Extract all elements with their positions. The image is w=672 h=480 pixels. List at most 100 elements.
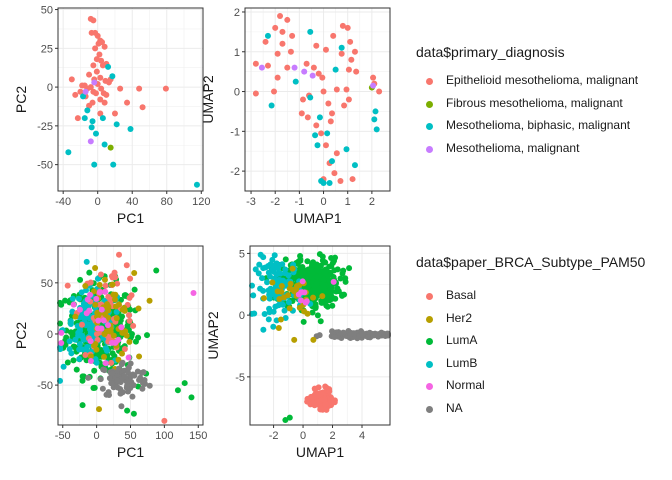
point-cluster-normal [298, 289, 305, 296]
point-series-0 [348, 56, 355, 63]
point-cluster-her2 [101, 276, 108, 283]
legend-swatch [426, 383, 433, 390]
point-series-0 [341, 102, 348, 109]
point-cluster-her2 [126, 338, 133, 345]
point-cluster-luma [329, 302, 336, 309]
point-cluster-normal [96, 289, 103, 296]
point-series-0 [347, 38, 354, 45]
point-series-0 [333, 150, 340, 157]
point-series-0 [98, 85, 105, 92]
point-series-0 [284, 64, 291, 71]
point-series-2 [268, 102, 275, 109]
point-cluster-normal [95, 317, 102, 324]
y-tick-label: 50 [41, 5, 53, 17]
point-outlier [310, 336, 317, 343]
x-tick-label: 150 [189, 430, 207, 442]
point-cluster-na [85, 374, 92, 381]
legend-swatch [426, 293, 433, 300]
point-cluster-luma [321, 269, 328, 276]
point-series-0 [88, 29, 95, 36]
point-cluster-luma [126, 306, 133, 313]
point-series-2 [292, 78, 299, 85]
point-series-0 [87, 84, 94, 91]
point-cluster-luma [91, 367, 98, 374]
point-cluster-lumb [272, 303, 279, 310]
point-cluster-luma [340, 267, 347, 274]
point-cluster-normal [112, 339, 119, 346]
y-axis-label: PC2 [13, 86, 29, 113]
x-axis-label: PC1 [117, 210, 144, 226]
point-cluster-basal [123, 262, 130, 269]
point-cluster-na [101, 367, 108, 374]
point-cluster-lumb [268, 289, 275, 296]
point-series-0 [339, 22, 346, 29]
panel-border [244, 7, 391, 192]
point-cluster-her2 [123, 332, 130, 339]
y-axis-label: PC2 [13, 322, 29, 349]
point-cluster-luma [332, 254, 339, 261]
legend-swatch [426, 360, 433, 368]
y-tick-label: -1 [230, 126, 240, 138]
point-cluster-na [370, 331, 377, 338]
point-cluster-luma [332, 295, 339, 302]
point-cluster-luma [304, 258, 311, 265]
point-outlier [161, 417, 168, 424]
point-cluster-basal [102, 282, 109, 289]
point-cluster-her2 [146, 297, 153, 304]
point-cluster-basal [116, 251, 123, 258]
point-outlier [130, 410, 137, 417]
legend-swatch [426, 405, 433, 413]
point-cluster-lumb [256, 261, 263, 268]
point-series-0 [298, 110, 305, 117]
point-series-2 [80, 93, 87, 100]
point-cluster-basal [78, 321, 85, 328]
point-cluster-na [114, 384, 121, 391]
point-series-3 [82, 88, 89, 95]
point-cluster-basal [313, 392, 320, 399]
point-series-0 [94, 32, 101, 39]
point-series-0 [136, 85, 143, 92]
point-cluster-basal [126, 317, 133, 324]
x-tick-label: 1 [345, 196, 351, 208]
point-cluster-basal [311, 385, 318, 392]
point-cluster-normal [84, 296, 91, 303]
point-cluster-lumb [255, 270, 262, 277]
point-cluster-na [359, 331, 366, 338]
point-series-0 [111, 110, 118, 117]
y-tick-label: -50 [37, 160, 53, 172]
y-tick-label: 50 [41, 278, 53, 290]
point-series-2 [65, 149, 72, 156]
point-series-2 [318, 178, 325, 185]
point-cluster-na [375, 331, 382, 338]
y-axis-label: UMAP2 [200, 75, 216, 123]
point-series-0 [252, 90, 259, 97]
point-series-0 [79, 82, 86, 89]
point-series-3 [301, 68, 308, 75]
x-tick-label: 4 [359, 430, 365, 442]
point-cluster-na [118, 388, 125, 395]
point-cluster-lumb [79, 346, 86, 353]
point-cluster-na [109, 370, 116, 377]
point-series-0 [97, 74, 104, 81]
point-cluster-lumb [60, 363, 67, 370]
point-cluster-normal [87, 291, 94, 298]
x-tick-label: -3 [246, 196, 256, 208]
points [57, 251, 197, 424]
point-cluster-her2 [285, 292, 292, 299]
point-cluster-lumb [271, 252, 278, 259]
point-series-0 [101, 43, 108, 50]
point-cluster-lumb [57, 346, 64, 353]
point-cluster-na [331, 334, 338, 341]
points [65, 15, 200, 188]
point-cluster-luma [337, 275, 344, 282]
point-cluster-normal [87, 338, 94, 345]
point-cluster-lumb [266, 295, 273, 302]
legend-label: Epithelioid mesothelioma, malignant [446, 73, 639, 87]
legend-brca-subtype: data$paper_BRCA_Subtype_PAM50 Basal Her2 L… [416, 254, 645, 421]
point-cluster-lumb [265, 269, 272, 276]
point-cluster-luma [320, 276, 327, 283]
point-cluster-lumb [76, 314, 83, 321]
point-cluster-luma [121, 292, 128, 299]
point-series-0 [304, 114, 311, 121]
panel-meso-pca: -40 0 40 80 120 -50 -25 0 25 50 PC1 PC2 [13, 5, 210, 226]
